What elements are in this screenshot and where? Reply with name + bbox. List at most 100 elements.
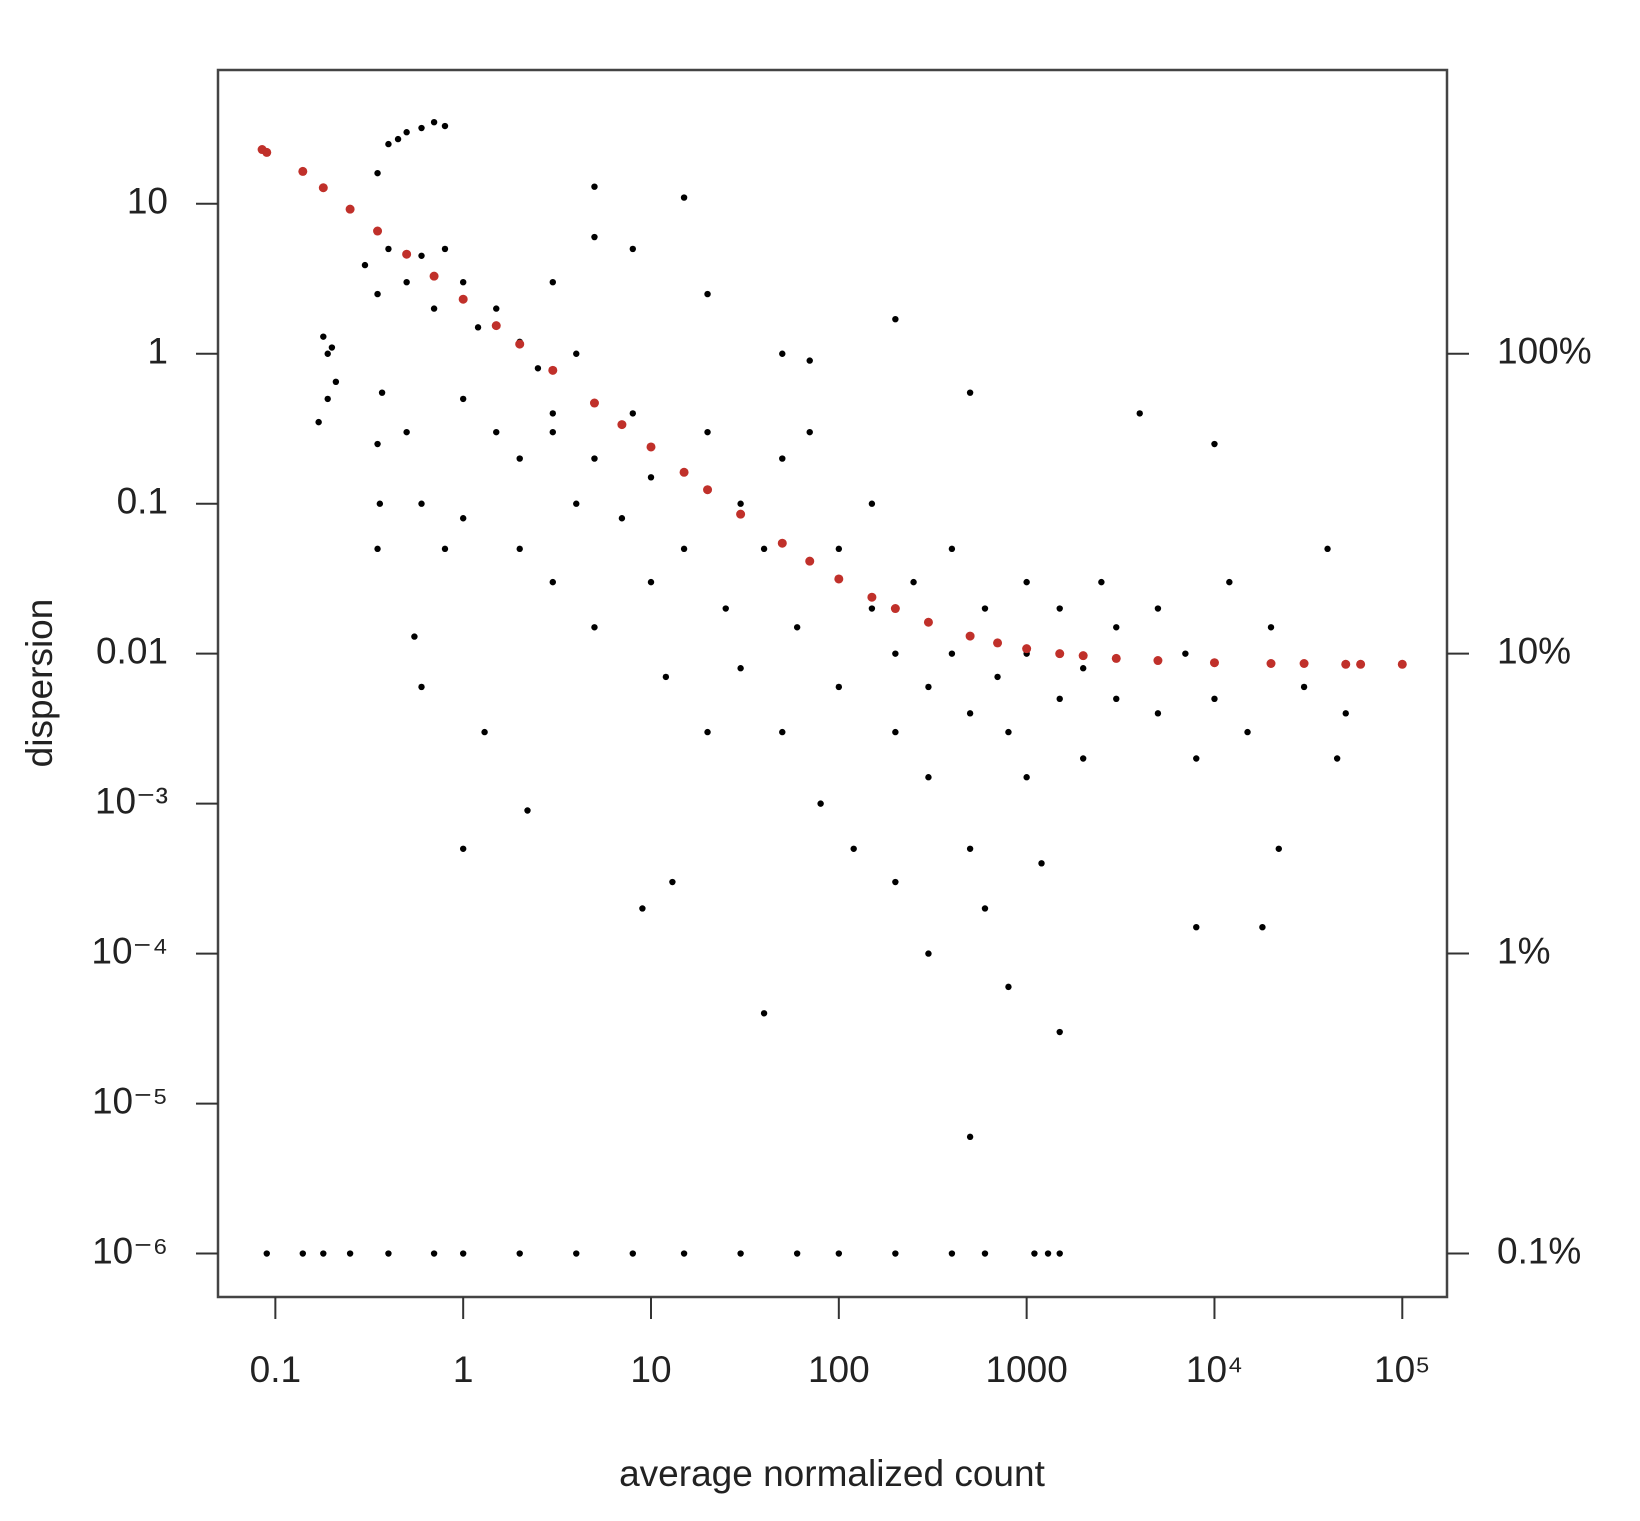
point — [1023, 578, 1030, 586]
point — [1154, 605, 1162, 612]
point — [549, 428, 556, 436]
point — [403, 428, 410, 436]
x-tick-label: 10 — [630, 1349, 671, 1390]
point — [418, 252, 425, 259]
point — [385, 245, 392, 253]
point — [394, 135, 402, 143]
point — [868, 500, 876, 507]
point — [429, 271, 439, 281]
point — [1356, 659, 1366, 669]
point — [299, 1250, 307, 1257]
point — [679, 467, 689, 477]
point — [680, 194, 688, 201]
point — [966, 710, 974, 717]
point — [835, 1250, 843, 1257]
point — [430, 1250, 438, 1257]
point — [1113, 695, 1120, 703]
y2-tick-label: 10% — [1497, 630, 1571, 671]
point — [806, 357, 813, 364]
point — [516, 1250, 523, 1257]
point — [376, 500, 384, 507]
point — [966, 389, 974, 396]
point — [890, 604, 900, 614]
point — [591, 183, 598, 190]
point — [892, 315, 899, 323]
point — [320, 1250, 327, 1257]
point — [981, 605, 989, 612]
point — [892, 650, 899, 657]
point — [1098, 578, 1105, 586]
point — [516, 545, 523, 553]
point — [315, 418, 322, 426]
point — [618, 515, 626, 522]
point — [1056, 1250, 1063, 1257]
point — [981, 905, 989, 912]
point — [1259, 923, 1266, 931]
point — [1244, 728, 1251, 736]
point — [1005, 728, 1012, 736]
point — [524, 807, 531, 814]
point — [474, 324, 482, 331]
point — [459, 395, 467, 403]
point — [1333, 755, 1341, 762]
y2-tick-label: 1% — [1497, 930, 1550, 971]
point — [493, 305, 500, 312]
y-tick-label: 10⁻⁶ — [92, 1230, 168, 1271]
point — [993, 638, 1003, 648]
point — [1182, 650, 1189, 657]
y-tick-label: 1 — [147, 331, 168, 372]
point — [1275, 845, 1282, 852]
point — [760, 1010, 768, 1017]
point — [1079, 755, 1087, 762]
point — [948, 1250, 956, 1257]
point — [669, 878, 676, 886]
point — [534, 365, 542, 372]
point — [385, 140, 392, 148]
point — [662, 673, 670, 681]
point — [458, 294, 468, 304]
point — [491, 321, 501, 331]
point — [923, 617, 933, 627]
point — [1211, 695, 1218, 703]
point — [817, 800, 824, 807]
point — [1079, 665, 1087, 672]
y-tick-label: 0.01 — [96, 630, 168, 671]
y2-tick-label: 0.1% — [1497, 1230, 1581, 1271]
point — [966, 845, 974, 852]
point — [647, 474, 655, 481]
y-tick-label: 10⁻⁵ — [92, 1080, 168, 1121]
x-tick-label: 10⁴ — [1186, 1349, 1243, 1390]
point — [1397, 659, 1407, 669]
point — [925, 683, 932, 691]
point — [430, 305, 438, 312]
point — [418, 500, 425, 507]
point — [793, 624, 801, 631]
point — [639, 905, 646, 912]
point — [1111, 653, 1121, 663]
point — [459, 845, 467, 852]
point — [1154, 710, 1162, 717]
point — [441, 122, 449, 130]
point — [481, 728, 488, 736]
point — [418, 683, 425, 691]
point — [646, 442, 656, 452]
point — [459, 515, 467, 522]
point — [459, 278, 467, 286]
point — [1299, 658, 1309, 668]
point — [629, 1250, 637, 1257]
point — [1056, 605, 1063, 612]
point — [516, 455, 523, 462]
point — [1300, 683, 1308, 691]
point — [374, 545, 381, 553]
point — [1056, 695, 1063, 703]
point — [1055, 649, 1065, 659]
point — [793, 1250, 801, 1257]
point — [835, 683, 843, 691]
point — [1341, 659, 1351, 669]
point — [779, 350, 786, 357]
point — [441, 245, 449, 253]
point — [378, 389, 386, 396]
point — [892, 1250, 899, 1257]
